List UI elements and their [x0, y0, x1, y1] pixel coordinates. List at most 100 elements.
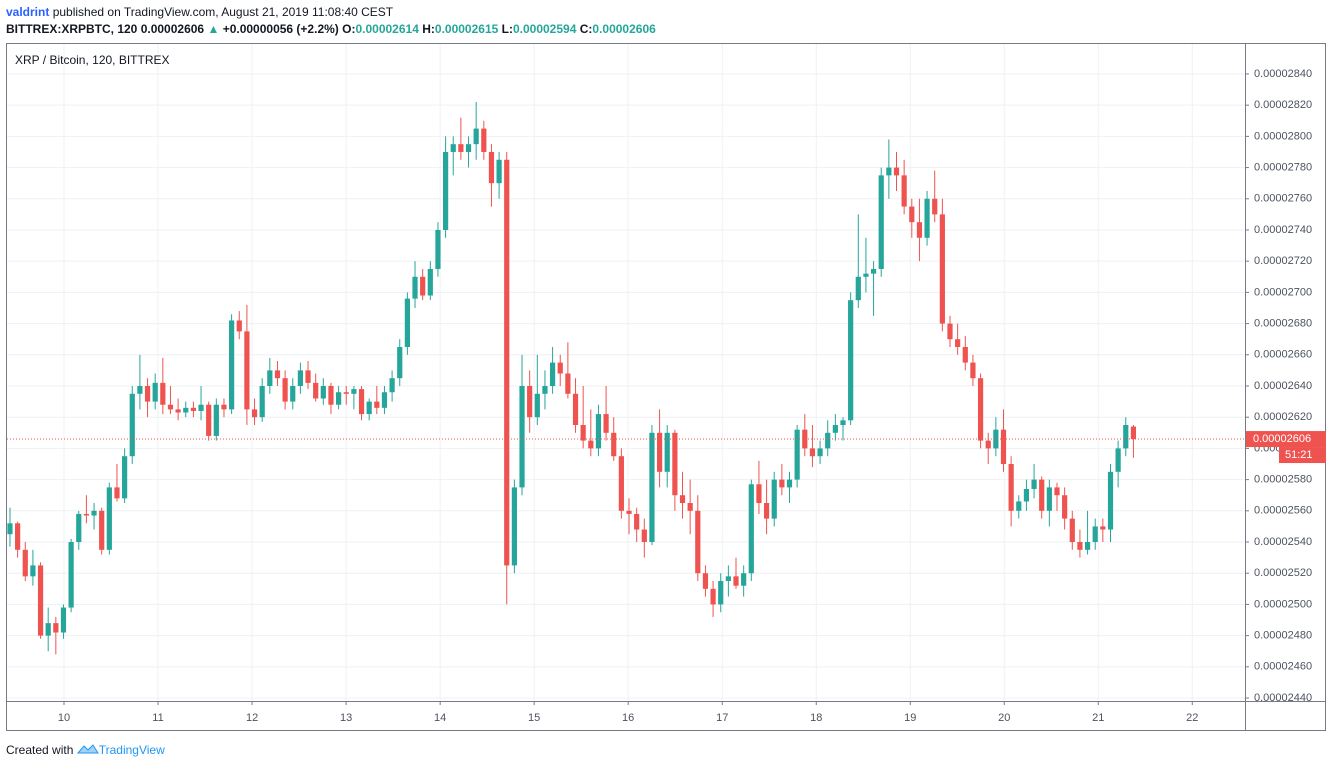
candle-body [863, 273, 869, 277]
candle-body [389, 378, 395, 393]
y-tick-label: 0.00002580 [1254, 474, 1312, 486]
y-tick-label: 0.00002680 [1254, 317, 1312, 329]
change: +0.00000056 (+2.2%) [222, 22, 339, 36]
y-tick-label: 0.00002780 [1254, 161, 1312, 173]
y-tick-label: 0.00002760 [1254, 193, 1312, 205]
x-tick-label: 10 [58, 712, 70, 724]
candle-body [1130, 426, 1137, 440]
candle-body [183, 407, 189, 413]
candle-body [45, 623, 51, 636]
y-tick-label: 0.00002740 [1254, 224, 1312, 236]
candle-body [267, 370, 273, 386]
candle-body [893, 167, 900, 176]
candle-body [977, 378, 984, 441]
publish-info: published on TradingView.com, August 21,… [52, 5, 394, 19]
candle-body [817, 448, 823, 457]
l-value: 0.00002594 [512, 22, 577, 36]
candle-body [351, 389, 357, 394]
candle-body [236, 320, 242, 332]
candle-body [1062, 495, 1068, 519]
candle-body [366, 401, 372, 415]
candle-body [259, 385, 265, 418]
candle-body [1115, 448, 1121, 472]
y-tick-label: 0.00002440 [1254, 692, 1312, 704]
candle-body [641, 529, 647, 543]
candle-body [878, 175, 884, 269]
logo-icon [76, 744, 99, 754]
candle-body [83, 513, 90, 516]
candle-body [1046, 487, 1052, 511]
candle-body [465, 144, 472, 152]
candle-body [152, 382, 158, 402]
candle-body [748, 484, 754, 574]
x-tick-label: 21 [1092, 712, 1104, 724]
candle-body [122, 456, 128, 499]
candle-body [588, 440, 594, 449]
candle-body [397, 346, 403, 379]
candle-body [1031, 479, 1037, 489]
y-tick-label: 0.00002500 [1254, 598, 1312, 610]
h-label: H: [422, 22, 435, 36]
candle-body [504, 159, 510, 566]
y-tick-label: 0.00002560 [1254, 505, 1312, 517]
last-price-label: 0.00002606 [1253, 433, 1311, 445]
candle-body [809, 448, 816, 457]
candle-body [1123, 425, 1129, 449]
candle-body [305, 370, 311, 383]
candle-body [1107, 471, 1114, 530]
candle-body [1016, 501, 1022, 511]
candle-body [626, 510, 632, 514]
candle-body [290, 385, 296, 402]
candle-body [725, 576, 731, 582]
candle-body [496, 159, 502, 184]
candle-body [473, 128, 479, 145]
y-tick-label: 0.00002480 [1254, 630, 1312, 642]
footer: Created with TradingView [6, 743, 165, 757]
candle-body [595, 414, 602, 449]
candle-body [91, 510, 97, 516]
candle-body [175, 409, 181, 413]
candle-body [993, 429, 999, 449]
author[interactable]: valdrint [6, 5, 50, 19]
countdown: 51:21 [1285, 449, 1313, 461]
brand[interactable]: TradingView [98, 743, 165, 757]
x-tick-label: 12 [246, 712, 258, 724]
candle-body [947, 323, 953, 340]
y-tick-label: 0.00002840 [1254, 68, 1312, 80]
candle-body [1008, 464, 1014, 511]
chart-label: XRP / Bitcoin, 120, BITTREX [15, 53, 170, 67]
x-tick-label: 15 [528, 712, 540, 724]
x-tick-label: 19 [904, 712, 916, 724]
candle-body [832, 425, 838, 433]
candle-body [30, 565, 36, 577]
candle-body [901, 175, 907, 207]
y-tick-label: 0.00002520 [1254, 567, 1312, 579]
candle-body [420, 276, 426, 296]
candle-body [870, 268, 877, 274]
candle-body [932, 198, 938, 215]
candle-body [15, 523, 21, 550]
candle-body [22, 549, 28, 577]
countdown-box [1279, 447, 1326, 464]
candle-body [924, 198, 930, 238]
candle-body [198, 404, 204, 411]
symbol-line: BITTREX:XRPBTC, 120 0.00002606 ▲ +0.0000… [6, 22, 656, 36]
candle-body [840, 420, 846, 426]
candle-body [450, 144, 456, 152]
candle-body [855, 276, 861, 301]
candle-body [1054, 487, 1060, 496]
candle-body [618, 456, 624, 511]
y-tick-label: 0.00002800 [1254, 130, 1312, 142]
candle-body [886, 167, 892, 176]
x-tick-label: 18 [810, 712, 822, 724]
candle-body [794, 429, 800, 480]
y-tick-label: 0.00002820 [1254, 99, 1312, 111]
o-label: O: [342, 22, 356, 36]
c-value: 0.00002606 [592, 22, 656, 36]
candle-body [656, 432, 663, 472]
x-tick-label: 17 [716, 712, 728, 724]
candle-body [213, 404, 219, 436]
candle-body [549, 362, 556, 386]
